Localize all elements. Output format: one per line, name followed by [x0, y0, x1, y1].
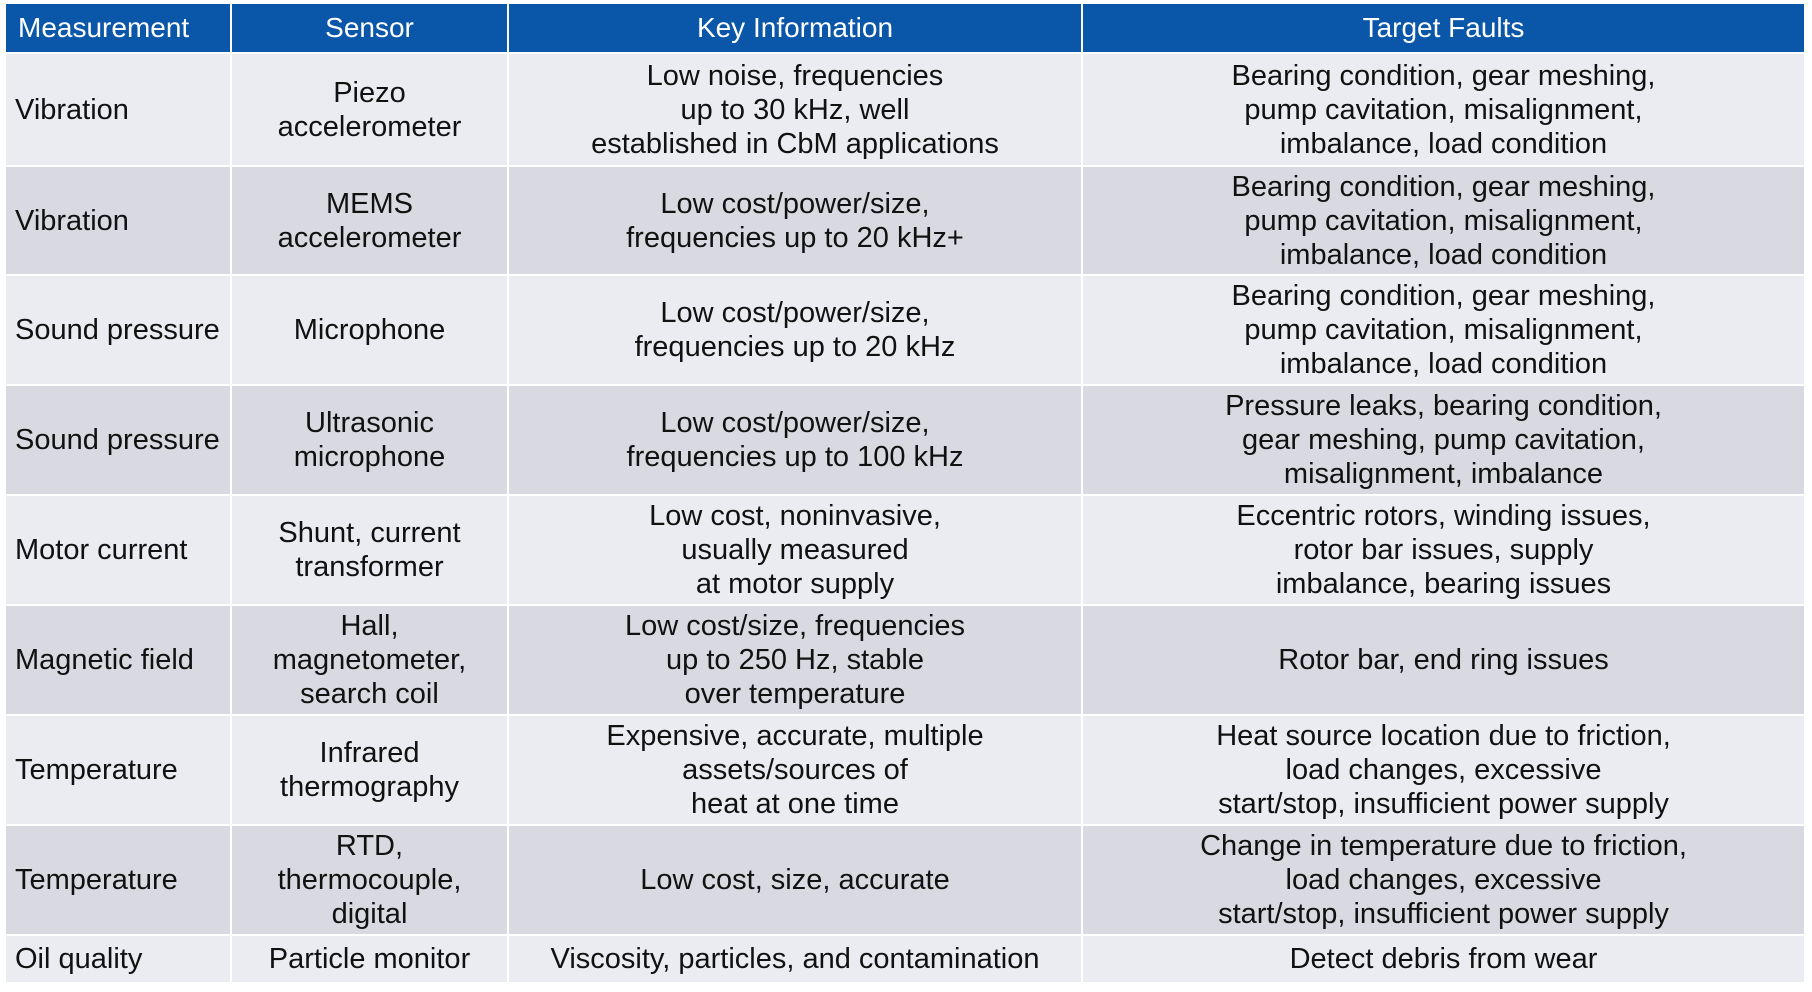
cell-sensor: RTD, thermocouple, digital [232, 826, 507, 934]
cell-measurement: Vibration [6, 54, 230, 165]
table-header-row: Measurement Sensor Key Information Targe… [6, 4, 1804, 52]
sensor-table: Measurement Sensor Key Information Targe… [6, 4, 1804, 984]
cell-key-info: Expensive, accurate, multiple assets/sou… [509, 716, 1081, 824]
table-row: Temperature Infrared thermography Expens… [6, 716, 1804, 824]
cell-measurement: Sound pressure [6, 276, 230, 384]
cell-target-faults: Bearing condition, gear meshing, pump ca… [1083, 276, 1804, 384]
cell-key-info: Low cost, noninvasive, usually measured … [509, 496, 1081, 604]
header-key-information: Key Information [509, 4, 1081, 52]
cell-target-faults: Rotor bar, end ring issues [1083, 606, 1804, 714]
cell-target-faults: Detect debris from wear [1083, 936, 1804, 982]
cell-target-faults: Bearing condition, gear meshing, pump ca… [1083, 167, 1804, 274]
cell-measurement: Sound pressure [6, 386, 230, 494]
table-row: Motor current Shunt, current transformer… [6, 496, 1804, 604]
cell-key-info: Low cost/size, frequencies up to 250 Hz,… [509, 606, 1081, 714]
table-row: Magnetic field Hall, magnetometer, searc… [6, 606, 1804, 714]
cell-sensor: Shunt, current transformer [232, 496, 507, 604]
table-row: Vibration MEMS accelerometer Low cost/po… [6, 167, 1804, 274]
cell-sensor: MEMS accelerometer [232, 167, 507, 274]
header-measurement: Measurement [6, 4, 230, 52]
cell-sensor: Microphone [232, 276, 507, 384]
table-row: Oil quality Particle monitor Viscosity, … [6, 936, 1804, 982]
cell-key-info: Low noise, frequencies up to 30 kHz, wel… [509, 54, 1081, 165]
header-sensor: Sensor [232, 4, 507, 52]
cell-key-info: Low cost/power/size, frequencies up to 2… [509, 167, 1081, 274]
cell-measurement: Temperature [6, 716, 230, 824]
cell-key-info: Low cost/power/size, frequencies up to 2… [509, 276, 1081, 384]
cell-target-faults: Eccentric rotors, winding issues, rotor … [1083, 496, 1804, 604]
cell-sensor: Infrared thermography [232, 716, 507, 824]
cell-measurement: Temperature [6, 826, 230, 934]
cell-target-faults: Heat source location due to friction, lo… [1083, 716, 1804, 824]
cell-key-info: Low cost, size, accurate [509, 826, 1081, 934]
cell-key-info: Low cost/power/size, frequencies up to 1… [509, 386, 1081, 494]
cell-target-faults: Change in temperature due to friction, l… [1083, 826, 1804, 934]
header-target-faults: Target Faults [1083, 4, 1804, 52]
cell-measurement: Magnetic field [6, 606, 230, 714]
cell-measurement: Oil quality [6, 936, 230, 982]
cell-target-faults: Bearing condition, gear meshing, pump ca… [1083, 54, 1804, 165]
cell-sensor: Piezo accelerometer [232, 54, 507, 165]
cell-sensor: Particle monitor [232, 936, 507, 982]
cell-sensor: Ultrasonic microphone [232, 386, 507, 494]
cell-sensor: Hall, magnetometer, search coil [232, 606, 507, 714]
table-row: Temperature RTD, thermocouple, digital L… [6, 826, 1804, 934]
cell-measurement: Vibration [6, 167, 230, 274]
table-row: Vibration Piezo accelerometer Low noise,… [6, 54, 1804, 165]
cell-target-faults: Pressure leaks, bearing condition, gear … [1083, 386, 1804, 494]
cell-key-info: Viscosity, particles, and contamination [509, 936, 1081, 982]
table-row: Sound pressure Microphone Low cost/power… [6, 276, 1804, 384]
cell-measurement: Motor current [6, 496, 230, 604]
table-row: Sound pressure Ultrasonic microphone Low… [6, 386, 1804, 494]
